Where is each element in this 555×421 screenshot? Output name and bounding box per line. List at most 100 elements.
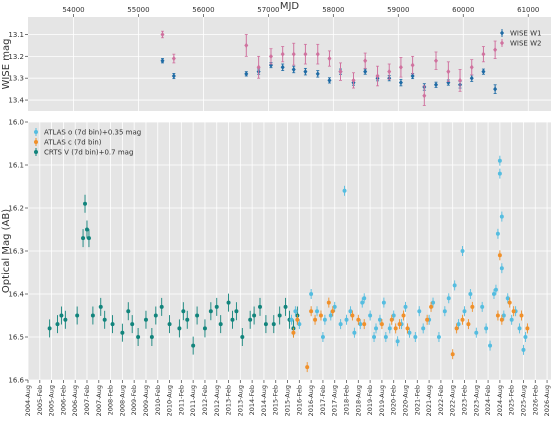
optical-x-tick-label: 2015-Feb xyxy=(272,385,280,415)
optical-y-tick-label: 16.2 xyxy=(8,205,24,213)
optical-x-tick-label: 2012-Feb xyxy=(201,385,209,415)
crts-v-point xyxy=(240,335,245,339)
atlas-o-point xyxy=(509,317,514,322)
legend-label: WISE W2 xyxy=(510,40,541,48)
optical-x-tick-label: 2012-Aug xyxy=(213,385,221,416)
optical-x-tick-label: 2022-Feb xyxy=(437,385,445,415)
atlas-o-point xyxy=(348,309,353,314)
atlas-o-point xyxy=(491,292,496,296)
optical-y-tick-label: 16.4 xyxy=(8,291,24,299)
atlas-o-point xyxy=(493,287,498,292)
optical-legend: ATLAS o (7d bin)+0.35 mag ATLAS c (7d bin… xyxy=(34,128,141,157)
wise-y-tick-label: 13.4 xyxy=(8,97,24,105)
crts-v-point xyxy=(126,309,131,314)
atlas-o-point xyxy=(501,313,506,318)
wise-w2-point xyxy=(446,69,451,75)
optical-x-tick-label: 2023-Aug xyxy=(472,385,480,416)
optical-x-tick-label: 2024-Aug xyxy=(496,385,504,416)
crts-v-point xyxy=(202,326,207,331)
wise-x-tick-label: 57000 xyxy=(257,6,279,14)
optical-x-tick-label: 2009-Aug xyxy=(142,385,150,416)
atlas-o-point xyxy=(517,326,522,331)
optical-x-tick-label: 2005-Feb xyxy=(36,385,44,415)
atlas-o-point xyxy=(468,292,473,296)
wise-ticks: 54000 55000 56000 57000 58000 59000 60000 61000… xyxy=(8,6,539,105)
wise-w2-point xyxy=(256,64,261,70)
optical-x-tick-label: 2008-Aug xyxy=(118,385,126,416)
crts-v-point xyxy=(86,236,91,241)
atlas-c-point xyxy=(497,253,502,258)
crts-v-point xyxy=(181,309,186,314)
crts-v-point xyxy=(47,326,52,331)
atlas-o-point xyxy=(474,330,479,335)
atlas-c-point xyxy=(362,322,367,327)
crts-v-point xyxy=(230,317,235,322)
optical-x-tick-label: 2004-Aug xyxy=(24,385,32,416)
crts-v-point xyxy=(177,326,182,331)
optical-y-tick-label: 16.3 xyxy=(8,248,24,256)
legend-label: CRTS V (7d bin)+0.7 mag xyxy=(44,149,133,157)
legend-marker xyxy=(34,130,38,134)
atlas-o-point xyxy=(462,309,467,314)
wise-w2-point xyxy=(160,31,165,38)
optical-x-tick-label: 2018-Aug xyxy=(354,385,362,416)
wise-w1-point xyxy=(160,58,165,64)
atlas-o-point xyxy=(293,309,298,314)
atlas-o-point xyxy=(352,330,357,335)
optical-x-tick-label: 2010-Aug xyxy=(166,385,174,416)
crts-v-point xyxy=(110,322,115,327)
optical-x-tick-label: 2015-Aug xyxy=(284,385,292,416)
optical-x-tick-label: 2019-Aug xyxy=(378,385,386,416)
crts-v-point xyxy=(248,317,253,322)
wise-w2-point xyxy=(291,51,296,57)
atlas-o-point xyxy=(374,326,379,331)
wise-w1-point xyxy=(469,75,474,81)
atlas-o-point xyxy=(328,313,333,318)
atlas-c-point xyxy=(350,313,355,318)
atlas-o-point xyxy=(521,347,526,352)
wise-w2-point xyxy=(422,93,427,99)
crts-v-point xyxy=(159,304,164,309)
atlas-o-point xyxy=(495,231,500,236)
wise-w2-point xyxy=(244,42,249,49)
wise-w2-point xyxy=(268,53,273,59)
crts-v-point xyxy=(149,335,154,339)
optical-x-tick-label: 2008-Feb xyxy=(107,385,115,415)
wise-w1-point xyxy=(315,71,320,77)
wise-x-tick-label: 55000 xyxy=(127,6,149,14)
legend-label: ATLAS o (7d bin)+0.35 mag xyxy=(44,129,141,137)
crts-v-point xyxy=(195,313,200,318)
atlas-c-point xyxy=(401,313,406,318)
atlas-c-point xyxy=(495,313,500,318)
optical-x-tick-label: 2026-Aug xyxy=(543,385,551,416)
wise-w2-point xyxy=(327,55,332,62)
optical-panel: 2004-Aug 2005-Feb 2005-Aug 2006-Feb 2006-Aug… xyxy=(1,119,551,417)
wise-w2-point xyxy=(481,51,486,57)
wise-w2-point xyxy=(493,47,498,53)
wise-y-tick-label: 13.3 xyxy=(8,75,24,83)
optical-y-tick-label: 16.1 xyxy=(8,162,24,170)
atlas-o-point xyxy=(377,317,382,322)
atlas-o-point xyxy=(362,296,367,301)
wise-grid xyxy=(28,17,551,111)
atlas-o-point xyxy=(315,309,320,314)
optical-x-tick-label: 2020-Aug xyxy=(402,385,410,416)
wise-w2-point xyxy=(351,77,356,83)
wise-w2-point xyxy=(315,51,320,57)
atlas-o-point xyxy=(381,300,386,305)
wise-x-tick-label: 61000 xyxy=(517,6,539,14)
atlas-o-point xyxy=(460,249,465,253)
wise-panel: 54000 55000 56000 57000 58000 59000 60000 61000… xyxy=(1,1,551,111)
crts-v-point xyxy=(75,313,80,318)
atlas-c-point xyxy=(466,322,471,327)
wise-y-axis-label: WISE mag xyxy=(1,39,12,90)
wise-x-tick-label: 56000 xyxy=(192,6,214,14)
atlas-c-point xyxy=(425,317,430,322)
atlas-c-point xyxy=(318,313,323,318)
optical-x-tick-label: 2025-Aug xyxy=(519,385,527,416)
atlas-o-point xyxy=(383,335,388,339)
wise-w1-point xyxy=(280,64,285,70)
optical-x-tick-label: 2014-Feb xyxy=(248,385,256,415)
atlas-o-point xyxy=(417,309,422,314)
